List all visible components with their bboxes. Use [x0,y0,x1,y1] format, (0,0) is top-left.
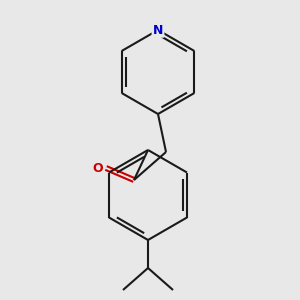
Text: O: O [93,161,103,175]
Text: N: N [153,23,163,37]
